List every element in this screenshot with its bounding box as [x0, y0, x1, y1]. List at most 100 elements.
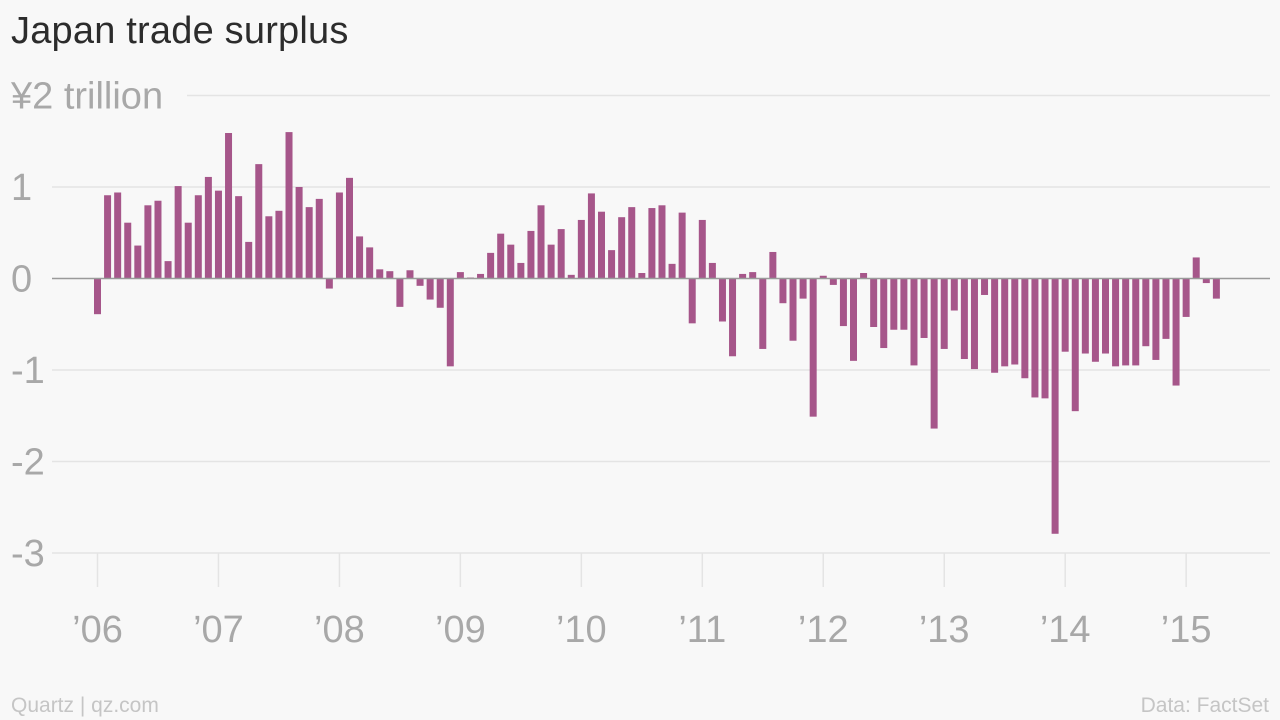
y-tick-label: 1 — [11, 167, 32, 209]
bar — [981, 278, 989, 295]
bar — [285, 132, 293, 279]
bar — [1122, 278, 1130, 366]
bar — [688, 278, 696, 324]
bar — [235, 196, 243, 279]
data-source: Data: FactSet — [1140, 694, 1269, 717]
bar — [547, 244, 555, 279]
bar — [1081, 278, 1089, 354]
bar-series — [94, 132, 1220, 534]
bar — [325, 278, 333, 289]
bar — [809, 278, 817, 417]
bar — [416, 278, 424, 286]
bar — [1102, 278, 1109, 354]
bar — [799, 278, 807, 299]
bar — [537, 205, 545, 279]
bar — [880, 278, 888, 349]
bar — [134, 245, 142, 279]
y-tick-label: ¥2 trillion — [10, 76, 163, 118]
bar — [335, 192, 343, 279]
x-tick-label: ’14 — [1040, 609, 1091, 651]
bar — [1061, 278, 1069, 352]
x-tick-label: ’09 — [435, 609, 486, 651]
bar — [718, 278, 726, 322]
bar — [567, 274, 575, 279]
y-tick-label: -1 — [11, 350, 45, 392]
bar — [1182, 278, 1190, 317]
bar — [870, 278, 878, 327]
bar — [1192, 257, 1200, 279]
bar — [295, 187, 303, 279]
bar — [346, 177, 353, 279]
bar — [245, 241, 253, 279]
bar — [708, 262, 716, 279]
bar — [315, 198, 323, 279]
bar — [950, 278, 958, 311]
bar — [890, 278, 898, 330]
bar — [829, 278, 837, 285]
bar — [265, 216, 273, 279]
bar — [608, 250, 616, 279]
bar — [214, 190, 222, 279]
bar — [1011, 278, 1019, 365]
bar — [678, 212, 686, 279]
bar — [839, 278, 847, 327]
bar — [900, 278, 908, 330]
bar — [497, 233, 505, 279]
bar — [144, 205, 152, 279]
bar — [94, 278, 101, 315]
x-tick-label: ’10 — [556, 609, 607, 651]
bar — [1212, 278, 1220, 299]
bar — [698, 219, 706, 279]
x-axis-ticks — [96, 553, 1187, 587]
bar — [225, 133, 233, 279]
bar — [960, 278, 968, 360]
bar — [426, 278, 434, 300]
gridlines — [52, 94, 1270, 554]
bar — [396, 278, 404, 307]
bar — [1162, 278, 1170, 339]
bar — [779, 278, 787, 304]
bar — [164, 261, 172, 279]
bar — [819, 275, 827, 279]
bar — [104, 195, 112, 279]
bar — [1071, 278, 1079, 412]
x-tick-label: ’12 — [798, 609, 849, 651]
bar — [275, 210, 283, 279]
bar — [436, 278, 444, 308]
x-tick-label: ’11 — [678, 609, 726, 651]
bar — [1112, 278, 1120, 367]
x-tick-label: ’13 — [919, 609, 970, 651]
bar — [174, 186, 182, 279]
bar — [920, 278, 928, 338]
bar — [1132, 278, 1140, 366]
bar — [648, 208, 656, 279]
y-tick-label: 0 — [11, 259, 32, 301]
bar — [487, 252, 495, 279]
bar — [940, 278, 948, 349]
bar — [255, 164, 263, 279]
bar — [1172, 278, 1180, 386]
bar — [1142, 278, 1150, 347]
bar — [930, 278, 938, 429]
bar — [991, 278, 999, 373]
bar — [1051, 278, 1059, 534]
bar — [598, 211, 605, 279]
bar — [1031, 278, 1039, 398]
bar — [587, 193, 595, 279]
bar — [769, 251, 777, 279]
x-tick-label: ’06 — [72, 609, 123, 651]
bar — [517, 262, 525, 279]
bar — [739, 273, 747, 279]
bar — [749, 272, 757, 279]
chart-title: Japan trade surplus — [11, 10, 349, 52]
bar — [1001, 278, 1009, 367]
bar — [204, 176, 212, 279]
bar — [658, 205, 666, 279]
y-tick-label: -2 — [11, 442, 45, 484]
y-axis-labels: ¥2 trillion 1 0 -1 -2 -3 — [10, 76, 163, 576]
y-tick-label: -3 — [11, 533, 45, 575]
bar — [638, 273, 646, 279]
bar — [305, 207, 313, 279]
bar — [577, 219, 585, 279]
